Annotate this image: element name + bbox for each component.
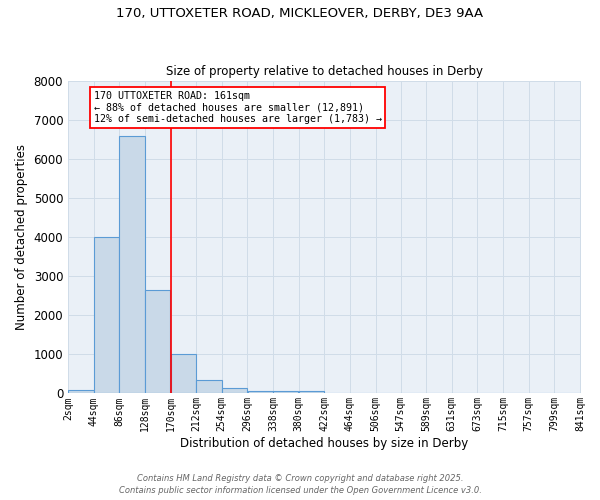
Bar — [196, 380, 221, 394]
Bar — [299, 392, 324, 394]
Text: 170 UTTOXETER ROAD: 161sqm
← 88% of detached houses are smaller (12,891)
12% of : 170 UTTOXETER ROAD: 161sqm ← 88% of deta… — [94, 91, 382, 124]
Y-axis label: Number of detached properties: Number of detached properties — [15, 144, 28, 330]
Bar — [222, 388, 247, 394]
Title: Size of property relative to detached houses in Derby: Size of property relative to detached ho… — [166, 66, 483, 78]
Bar — [68, 390, 94, 394]
X-axis label: Distribution of detached houses by size in Derby: Distribution of detached houses by size … — [181, 437, 469, 450]
Bar — [273, 392, 298, 394]
Text: Contains HM Land Registry data © Crown copyright and database right 2025.
Contai: Contains HM Land Registry data © Crown c… — [119, 474, 481, 495]
Bar — [94, 237, 119, 394]
Bar — [119, 136, 145, 394]
Bar — [170, 354, 196, 394]
Text: 170, UTTOXETER ROAD, MICKLEOVER, DERBY, DE3 9AA: 170, UTTOXETER ROAD, MICKLEOVER, DERBY, … — [116, 8, 484, 20]
Bar — [248, 390, 273, 394]
Bar — [145, 290, 170, 394]
